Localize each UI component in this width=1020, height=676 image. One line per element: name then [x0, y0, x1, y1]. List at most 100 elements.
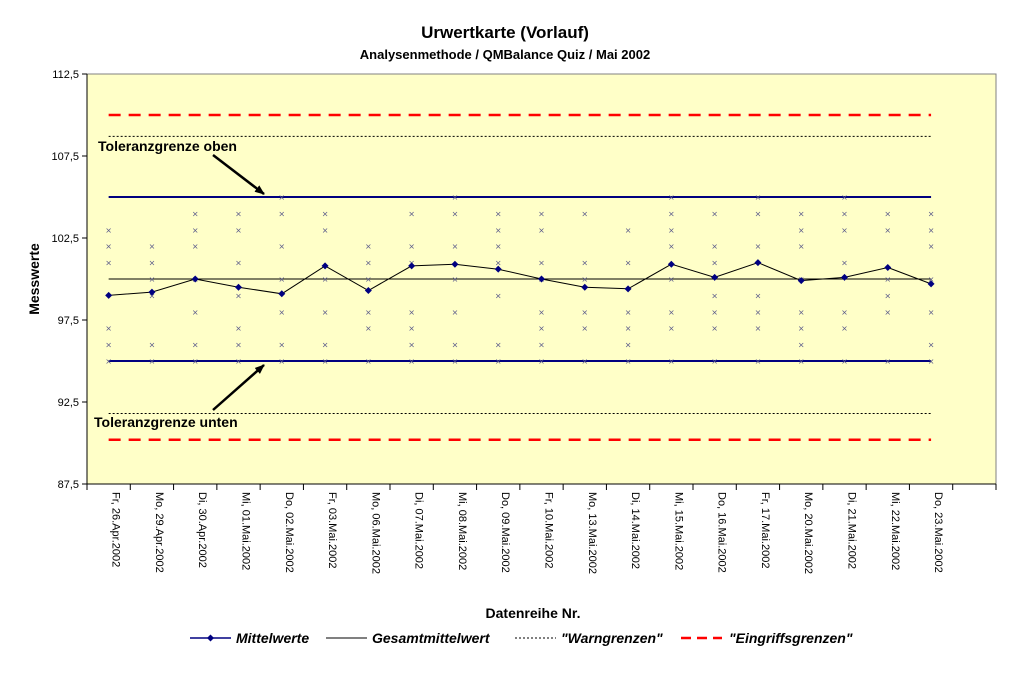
reference-lines: [108, 113, 932, 441]
individual-value-point: ×: [235, 341, 242, 350]
individual-value-point: ×: [105, 259, 112, 268]
y-tick-label: 97,5: [58, 315, 79, 327]
individual-value-point: ×: [278, 242, 285, 251]
individual-value-point: ×: [192, 357, 199, 366]
individual-value-point: ×: [408, 357, 415, 366]
individual-value-point: ×: [711, 291, 718, 300]
individual-value-point: ×: [798, 357, 805, 366]
individual-value-point: ×: [452, 209, 459, 218]
x-tick-label: Mo, 29.Apr.2002: [153, 492, 165, 573]
mean-point: [581, 283, 589, 291]
mean-point: [321, 262, 329, 270]
individual-value-point: ×: [149, 259, 156, 268]
legend-entry-gesamtmittelwert: Gesamtmittelwert: [326, 630, 491, 646]
individual-value-point: ×: [322, 226, 329, 235]
x-tick-label: Mi, 22.Mai.2002: [889, 492, 901, 570]
individual-value-point: ×: [538, 341, 545, 350]
annotation-upper: Toleranzgrenze oben: [98, 138, 265, 195]
individual-value-point: ×: [149, 275, 156, 284]
mean-point: [538, 275, 545, 283]
x-tick-label: Mi, 01.Mai.2002: [240, 492, 252, 570]
x-tick-label: Mo, 20.Mai.2002: [802, 492, 814, 574]
individual-value-point: ×: [928, 226, 935, 235]
individual-value-point: ×: [105, 226, 112, 235]
mean-point: [797, 277, 805, 285]
mean-point: [754, 259, 762, 267]
legend-label-gesamtmittelwert: Gesamtmittelwert: [372, 630, 491, 646]
individual-value-point: ×: [884, 291, 891, 300]
individual-value-point: ×: [235, 259, 242, 268]
individual-value-point: ×: [625, 341, 632, 350]
x-tick-label: Fr, 10.Mai.2002: [543, 492, 555, 568]
individual-value-point: ×: [841, 193, 848, 202]
individual-value-point: ×: [928, 242, 935, 251]
individual-value-point: ×: [365, 324, 372, 333]
x-tick-label: Di, 21.Mai.2002: [846, 492, 858, 569]
individual-value-point: ×: [755, 193, 762, 202]
individual-value-point: ×: [668, 242, 675, 251]
individual-value-point: ×: [278, 209, 285, 218]
individual-value-point: ×: [711, 242, 718, 251]
legend-label-mittelwerte: Mittelwerte: [236, 630, 309, 646]
x-tick-label: Di, 14.Mai.2002: [629, 492, 641, 569]
individual-value-point: ×: [452, 193, 459, 202]
individual-value-point: ×: [668, 324, 675, 333]
individual-value-point: ×: [581, 259, 588, 268]
individual-value-point: ×: [235, 357, 242, 366]
mean-point: [667, 260, 675, 268]
individual-value-point: ×: [495, 357, 502, 366]
x-tick-label: Mo, 06.Mai.2002: [369, 492, 381, 574]
individual-value-point: ×: [408, 242, 415, 251]
mean-series: [105, 259, 935, 299]
individual-value-point: ×: [365, 242, 372, 251]
mean-point: [711, 273, 719, 281]
individual-value-point: ×: [884, 226, 891, 235]
individual-value-point: ×: [625, 259, 632, 268]
individual-value-point: ×: [711, 308, 718, 317]
individual-value-point: ×: [841, 209, 848, 218]
individual-value-point: ×: [495, 209, 502, 218]
mean-series-line: [108, 262, 932, 296]
individual-value-point: ×: [408, 324, 415, 333]
individual-values: × × × × × × × × × × × × × × × × × × × × × × × × × × × × × × × × × × × × × × × ×…: [105, 193, 934, 366]
individual-value-point: ×: [755, 308, 762, 317]
individual-value-point: ×: [668, 209, 675, 218]
x-tick-label: Di, 30.Apr.2002: [196, 492, 208, 568]
annotation-lower: Toleranzgrenze unten: [94, 364, 265, 430]
annotation-lower-text: Toleranzgrenze unten: [94, 414, 238, 430]
individual-value-point: ×: [235, 209, 242, 218]
individual-value-point: ×: [581, 275, 588, 284]
y-tick-label: 107,5: [51, 151, 79, 163]
individual-value-point: ×: [711, 209, 718, 218]
individual-value-point: ×: [625, 357, 632, 366]
individual-value-point: ×: [798, 242, 805, 251]
individual-value-point: ×: [755, 291, 762, 300]
mean-point: [884, 264, 892, 272]
individual-value-point: ×: [755, 324, 762, 333]
individual-value-point: ×: [884, 357, 891, 366]
individual-value-point: ×: [495, 341, 502, 350]
individual-value-point: ×: [105, 341, 112, 350]
individual-value-point: ×: [928, 357, 935, 366]
individual-value-point: ×: [928, 275, 935, 284]
annotation-upper-arrow: [212, 154, 265, 195]
individual-value-point: ×: [408, 209, 415, 218]
individual-value-point: ×: [322, 341, 329, 350]
x-tick-label: Do, 09.Mai.2002: [499, 492, 511, 573]
mean-point: [494, 265, 502, 273]
x-tick-label: Fr, 26.Apr.2002: [110, 492, 122, 567]
individual-value-point: ×: [452, 275, 459, 284]
individual-value-point: ×: [192, 308, 199, 317]
individual-value-point: ×: [711, 324, 718, 333]
individual-value-point: ×: [365, 275, 372, 284]
individual-value-point: ×: [711, 357, 718, 366]
y-tick-label: 112,5: [52, 69, 79, 81]
mean-point: [841, 273, 848, 281]
individual-value-point: ×: [452, 341, 459, 350]
individual-value-point: ×: [452, 308, 459, 317]
individual-value-point: ×: [278, 341, 285, 350]
individual-value-point: ×: [322, 308, 329, 317]
individual-value-point: ×: [668, 275, 675, 284]
individual-value-point: ×: [322, 275, 329, 284]
